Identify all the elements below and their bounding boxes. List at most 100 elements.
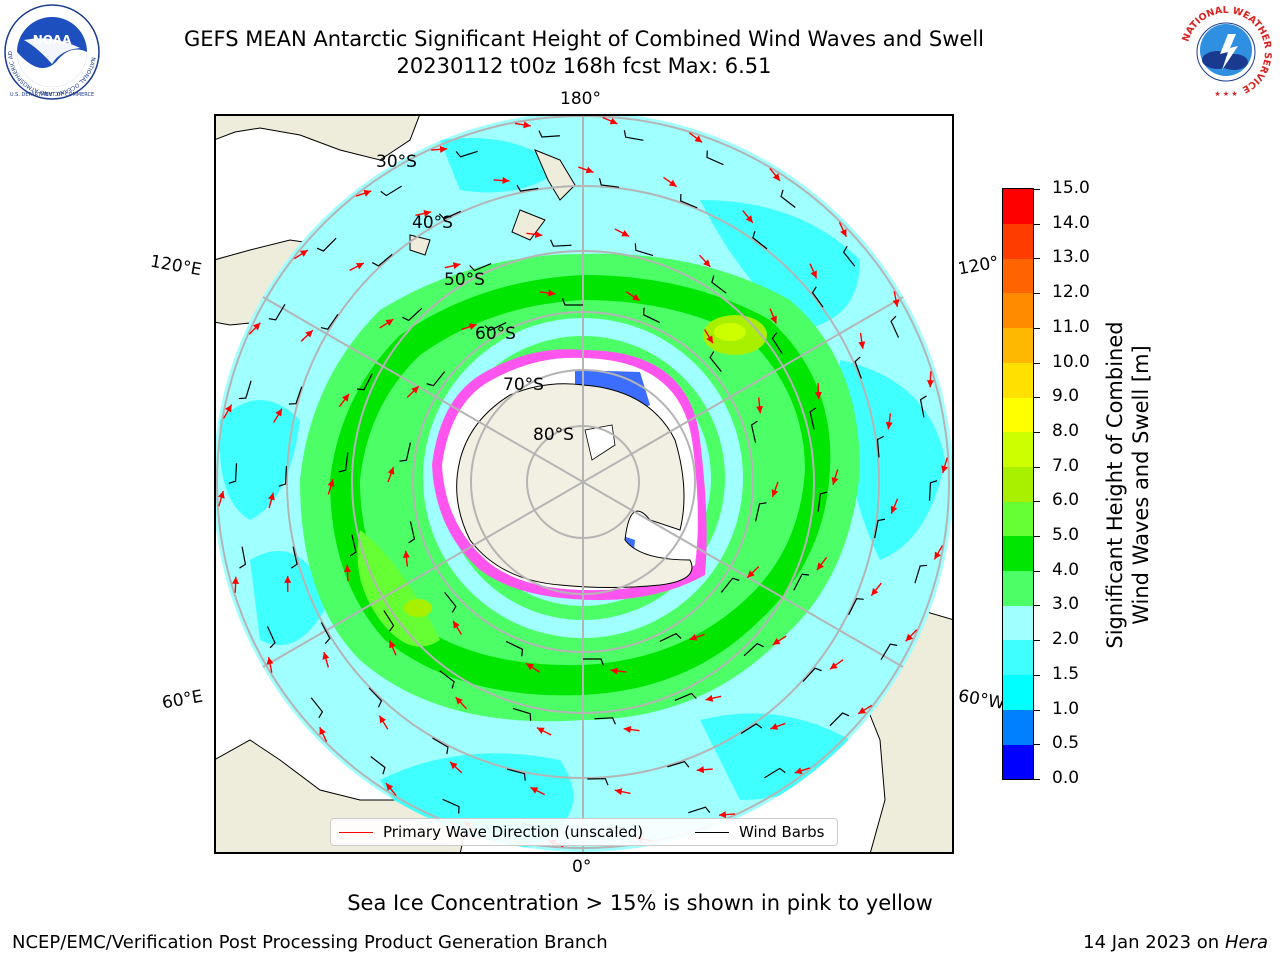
colorbar-segment (1003, 536, 1033, 572)
colorbar-segment (1003, 466, 1033, 502)
wind-barb (764, 767, 786, 779)
wave-direction-arrowhead (225, 404, 232, 413)
wave-direction-arrowhead (905, 633, 914, 642)
wind-barb (743, 642, 764, 657)
wind-barb (469, 262, 492, 272)
wave-direction-arrowhead (252, 322, 261, 331)
wave-direction-arrowhead (696, 766, 705, 774)
wave-direction-arrowhead (386, 783, 394, 791)
wind-barb (876, 435, 885, 458)
wind-barb (266, 626, 276, 649)
wave-direction-arrowhead (284, 575, 292, 583)
wave-direction-arrowhead (449, 761, 458, 770)
wind-barb (809, 407, 817, 430)
colorbar-tick-label: 10.0 (1052, 351, 1090, 372)
map-legend: Primary Wave Direction (unscaled) Wind B… (330, 818, 838, 846)
wave-direction-arrowhead (703, 259, 711, 267)
colorbar-tick-label: 0.5 (1052, 733, 1080, 754)
wind-barb (432, 737, 449, 755)
wind-barb (709, 351, 722, 373)
wave-direction-arrowhead (585, 166, 594, 174)
wind-barb (438, 210, 461, 220)
svg-text:NOAA: NOAA (33, 33, 72, 47)
wave-direction-arrowhead (689, 633, 698, 641)
wind-barb (549, 239, 572, 247)
colorbar (1002, 188, 1034, 780)
wind-barb (239, 546, 247, 569)
wind-barb (754, 502, 767, 522)
colorbar-title-line2: Wind Waves and Swell [m] (1129, 345, 1153, 625)
wind-barb (688, 806, 711, 814)
wave-direction-arrowhead (668, 179, 677, 187)
map-subtitle: 20230112 t00z 168h fcst Max: 6.51 (396, 54, 772, 78)
wind-barb (288, 386, 303, 405)
wave-direction-arrowhead (548, 289, 556, 297)
wave-direction-arrowhead (885, 421, 893, 430)
wave-direction-swatch (339, 832, 373, 833)
footer-date: 14 Jan 2023 on Hera (1083, 932, 1268, 953)
wind-barb (750, 420, 758, 443)
colorbar-segment (1003, 501, 1033, 537)
wave-direction-arrowhead (387, 466, 395, 475)
colorbar-tick-label: 15.0 (1052, 178, 1090, 198)
wind-barb (383, 610, 395, 632)
wave-direction-arrowhead (621, 230, 630, 237)
colorbar-title-line1: Significant Height of Combined (1103, 321, 1127, 649)
wind-barb (771, 332, 783, 354)
colorbar-segment (1003, 640, 1033, 676)
wind-barb (426, 371, 446, 387)
svg-text:U.S. DEPARTMENT OF COMMERCE: U.S. DEPARTMENT OF COMMERCE (10, 92, 94, 98)
colorbar-tick (1034, 466, 1040, 468)
wave-direction-arrowhead (363, 189, 372, 197)
colorbar-tick (1034, 605, 1040, 607)
colorbar-tick (1034, 431, 1040, 433)
wave-direction-arrowhead (745, 215, 753, 223)
lon-label-120e: 120°E (148, 251, 204, 281)
lat-label-30s: 30°S (376, 152, 417, 172)
wind-barb (455, 150, 478, 158)
wind-barb (752, 230, 768, 250)
wave-direction-arrowhead (632, 293, 640, 301)
wind-barb (338, 452, 349, 473)
colorbar-segment (1003, 744, 1033, 780)
lon-label-0: 0° (572, 857, 592, 877)
wind-barb (371, 253, 393, 267)
svg-text:★ ★ ★: ★ ★ ★ (1214, 90, 1237, 98)
wind-barb (880, 643, 898, 660)
wind-barb (512, 707, 532, 721)
colorbar-tick (1034, 258, 1040, 260)
colorbar-tick-label: 2.0 (1052, 629, 1080, 650)
wind-barb (408, 521, 416, 544)
wave-direction-arrowhead (344, 564, 352, 573)
lon-label-60e: 60°E (160, 686, 205, 714)
wave-direction-arrowhead (831, 477, 839, 485)
wind-barb (442, 798, 460, 814)
colorbar-tick (1034, 709, 1040, 711)
wave-direction-arrowhead (771, 489, 779, 498)
sea-ice-note: Sea Ice Concentration > 15% is shown in … (347, 891, 933, 915)
wind-barb (516, 184, 539, 192)
wind-barb (506, 768, 526, 781)
wave-direction-arrowhead (871, 587, 879, 596)
wind-barb (356, 373, 373, 391)
colorbar-segment (1003, 674, 1033, 710)
wave-direction-arrowhead (468, 323, 477, 331)
wave-direction-arrowhead (534, 231, 543, 238)
wind-barb (780, 189, 796, 208)
wave-direction-arrowhead (609, 117, 618, 125)
wave-direction-arrowhead (455, 697, 463, 705)
wave-direction-arrowhead (342, 393, 350, 402)
colorbar-tick (1034, 501, 1040, 503)
colorbar-tick-label: 9.0 (1052, 386, 1080, 407)
colorbar-tick (1034, 674, 1040, 676)
wave-direction-arrowhead (217, 490, 225, 499)
wave-direction-label: Primary Wave Direction (unscaled) (383, 823, 644, 841)
wind-barb (439, 670, 455, 689)
wave-direction-arrowhead (772, 638, 781, 645)
colorbar-tick-label: 13.0 (1052, 247, 1090, 268)
map-panel (214, 114, 954, 854)
wave-direction-arrowhead (934, 551, 941, 560)
wind-barb (278, 466, 288, 487)
colorbar-tick (1034, 327, 1040, 329)
wind-barb (874, 518, 886, 539)
